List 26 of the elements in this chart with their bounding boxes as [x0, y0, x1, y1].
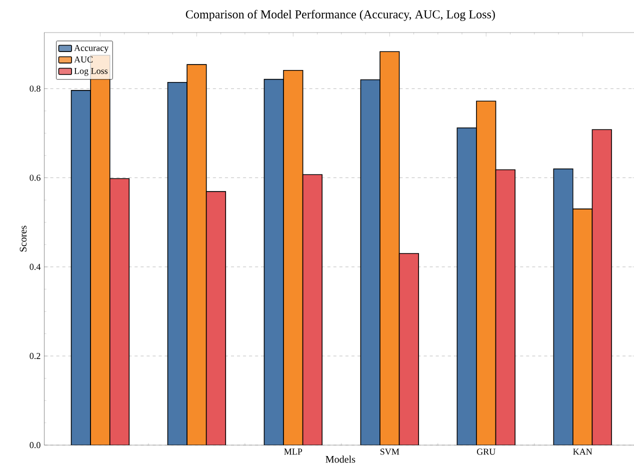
bar	[495, 169, 516, 446]
legend-label: Log Loss	[74, 68, 108, 76]
bar	[283, 70, 304, 446]
y-tick-label: 0.4	[30, 264, 41, 270]
y-tick-label: 0.8	[30, 86, 40, 92]
x-tick-label: MLP	[284, 448, 302, 455]
bar	[302, 174, 323, 446]
bar	[572, 208, 593, 446]
bar	[592, 129, 612, 446]
bar	[206, 191, 226, 446]
bar	[109, 178, 130, 446]
y-tick-label: 0.6	[30, 174, 40, 181]
x-axis-title: Models	[326, 456, 356, 463]
bar	[380, 51, 400, 446]
y-axis-title: Scores	[20, 226, 27, 252]
legend-label: Accuracy	[74, 44, 109, 53]
bar	[186, 64, 207, 446]
x-tick-label: SVM	[380, 448, 400, 455]
legend-label: AUC	[74, 56, 93, 63]
bar	[398, 253, 419, 446]
chart-title: Comparison of Model Performance (Accuracy, AUC, Log Loss)	[186, 10, 495, 21]
y-tick-label: 0.0	[30, 442, 40, 448]
bar	[476, 100, 496, 446]
y-tick-label: 0.2	[30, 352, 40, 360]
x-tick-label: GRU	[476, 448, 496, 455]
x-tick-label: KAN	[573, 448, 592, 455]
